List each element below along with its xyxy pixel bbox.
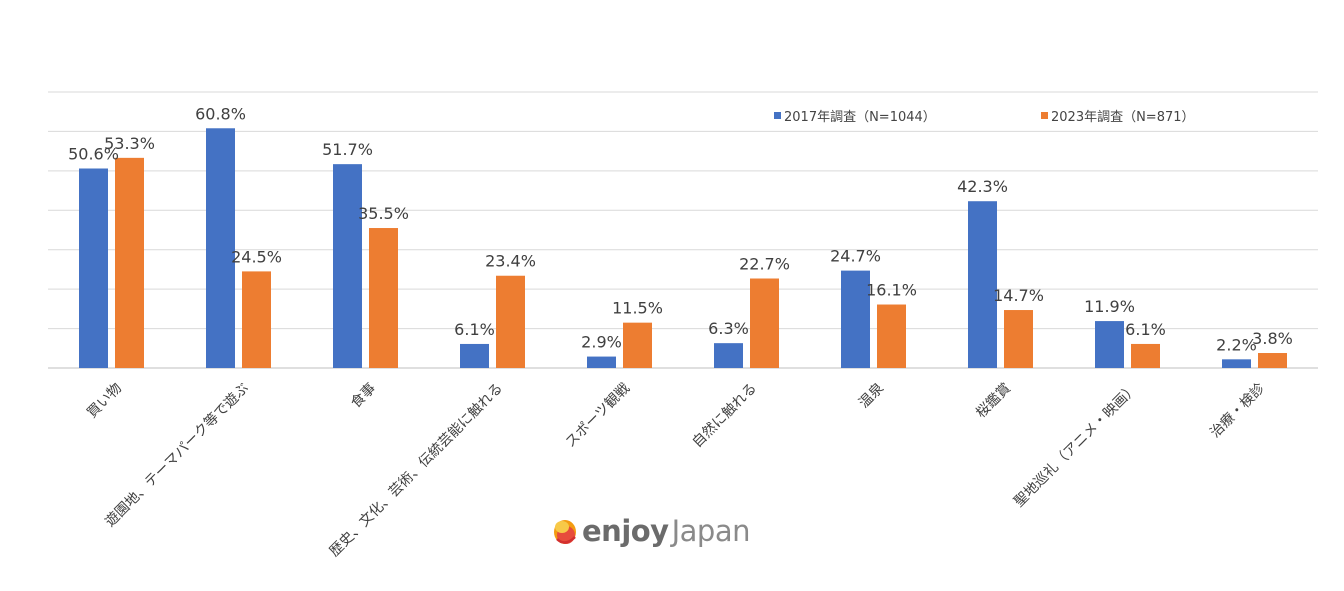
x-tick-label: 聖地巡礼（アニメ・映画） bbox=[1011, 380, 1141, 510]
legend-swatch-2023 bbox=[1041, 112, 1048, 119]
x-tick-label: 自然に触れる bbox=[689, 380, 760, 451]
data-label: 22.7% bbox=[739, 254, 790, 273]
bar-2023 bbox=[242, 271, 271, 368]
x-tick-label: 温泉 bbox=[855, 380, 887, 412]
data-label: 53.3% bbox=[104, 134, 155, 153]
data-label: 35.5% bbox=[358, 204, 409, 223]
legend-label-2017: 2017年調査（N=1044） bbox=[784, 110, 936, 125]
data-label: 42.3% bbox=[957, 177, 1008, 196]
logo-mark-icon bbox=[554, 520, 576, 544]
data-label: 51.7% bbox=[322, 140, 373, 159]
logo-text-enjoy: enjoy bbox=[582, 514, 669, 548]
bar-2023 bbox=[1004, 310, 1033, 368]
bar-2017 bbox=[1222, 359, 1251, 368]
legend-item-2023: 2023年調査（N=871） bbox=[1041, 106, 1195, 125]
x-tick-label: 桜鑑賞 bbox=[972, 380, 1014, 422]
bar-2017 bbox=[587, 356, 616, 368]
bar-2023 bbox=[115, 157, 144, 368]
logo-text-japan: Japan bbox=[671, 514, 751, 548]
data-labels: 50.6%53.3% 60.8% 24.5% 51.7% 35.5% 6.1% 23.4% 2… bbox=[68, 104, 1293, 354]
bar-2017 bbox=[79, 168, 108, 368]
data-label: 11.9% bbox=[1084, 297, 1135, 316]
bar-2017 bbox=[968, 201, 997, 368]
bar-2023 bbox=[1131, 343, 1160, 368]
legend-swatch-2017 bbox=[774, 112, 781, 119]
bar-2023 bbox=[369, 228, 398, 368]
x-tick-label: 買い物 bbox=[84, 380, 125, 421]
bar-2017 bbox=[206, 128, 235, 368]
legend-label-2023: 2023年調査（N=871） bbox=[1051, 110, 1195, 125]
data-label: 23.4% bbox=[485, 252, 536, 271]
x-tick-label: 歴史、文化、芸術、伝統芸能に触れる bbox=[327, 380, 507, 560]
data-label: 6.1% bbox=[454, 320, 495, 339]
enjoy-japan-logo: enjoy Japan bbox=[552, 514, 750, 548]
data-label: 2.2% bbox=[1216, 335, 1257, 354]
bar-2023 bbox=[750, 278, 779, 368]
legend-item-2017: 2017年調査（N=1044） bbox=[774, 106, 936, 125]
data-label: 50.6% bbox=[68, 144, 119, 163]
data-label: 11.5% bbox=[612, 299, 663, 318]
data-label: 60.8% bbox=[195, 104, 246, 123]
bars bbox=[79, 128, 1287, 368]
bar-2017 bbox=[1095, 321, 1124, 368]
x-tick-label: 治療・検診 bbox=[1207, 380, 1269, 442]
data-label: 6.1% bbox=[1125, 320, 1166, 339]
data-label: 24.5% bbox=[231, 247, 282, 266]
data-label: 6.3% bbox=[708, 319, 749, 338]
bar-2023 bbox=[623, 322, 652, 368]
bar-2017 bbox=[841, 270, 870, 368]
bar-2023 bbox=[496, 275, 525, 368]
bar-2017 bbox=[460, 343, 489, 368]
x-tick-label: 食事 bbox=[347, 380, 379, 412]
bar-2023 bbox=[877, 304, 906, 368]
data-label: 24.7% bbox=[830, 247, 881, 266]
bar-2023 bbox=[1258, 353, 1287, 368]
x-tick-label: 遊園地、テーマパーク等で遊ぶ bbox=[101, 380, 252, 531]
bar-2017 bbox=[333, 164, 362, 368]
bar-2017 bbox=[714, 343, 743, 368]
x-tick-label: スポーツ観戦 bbox=[562, 380, 633, 451]
data-label: 16.1% bbox=[866, 281, 917, 300]
data-label: 3.8% bbox=[1252, 329, 1293, 348]
data-label: 14.7% bbox=[993, 286, 1044, 305]
data-label: 2.9% bbox=[581, 333, 622, 352]
